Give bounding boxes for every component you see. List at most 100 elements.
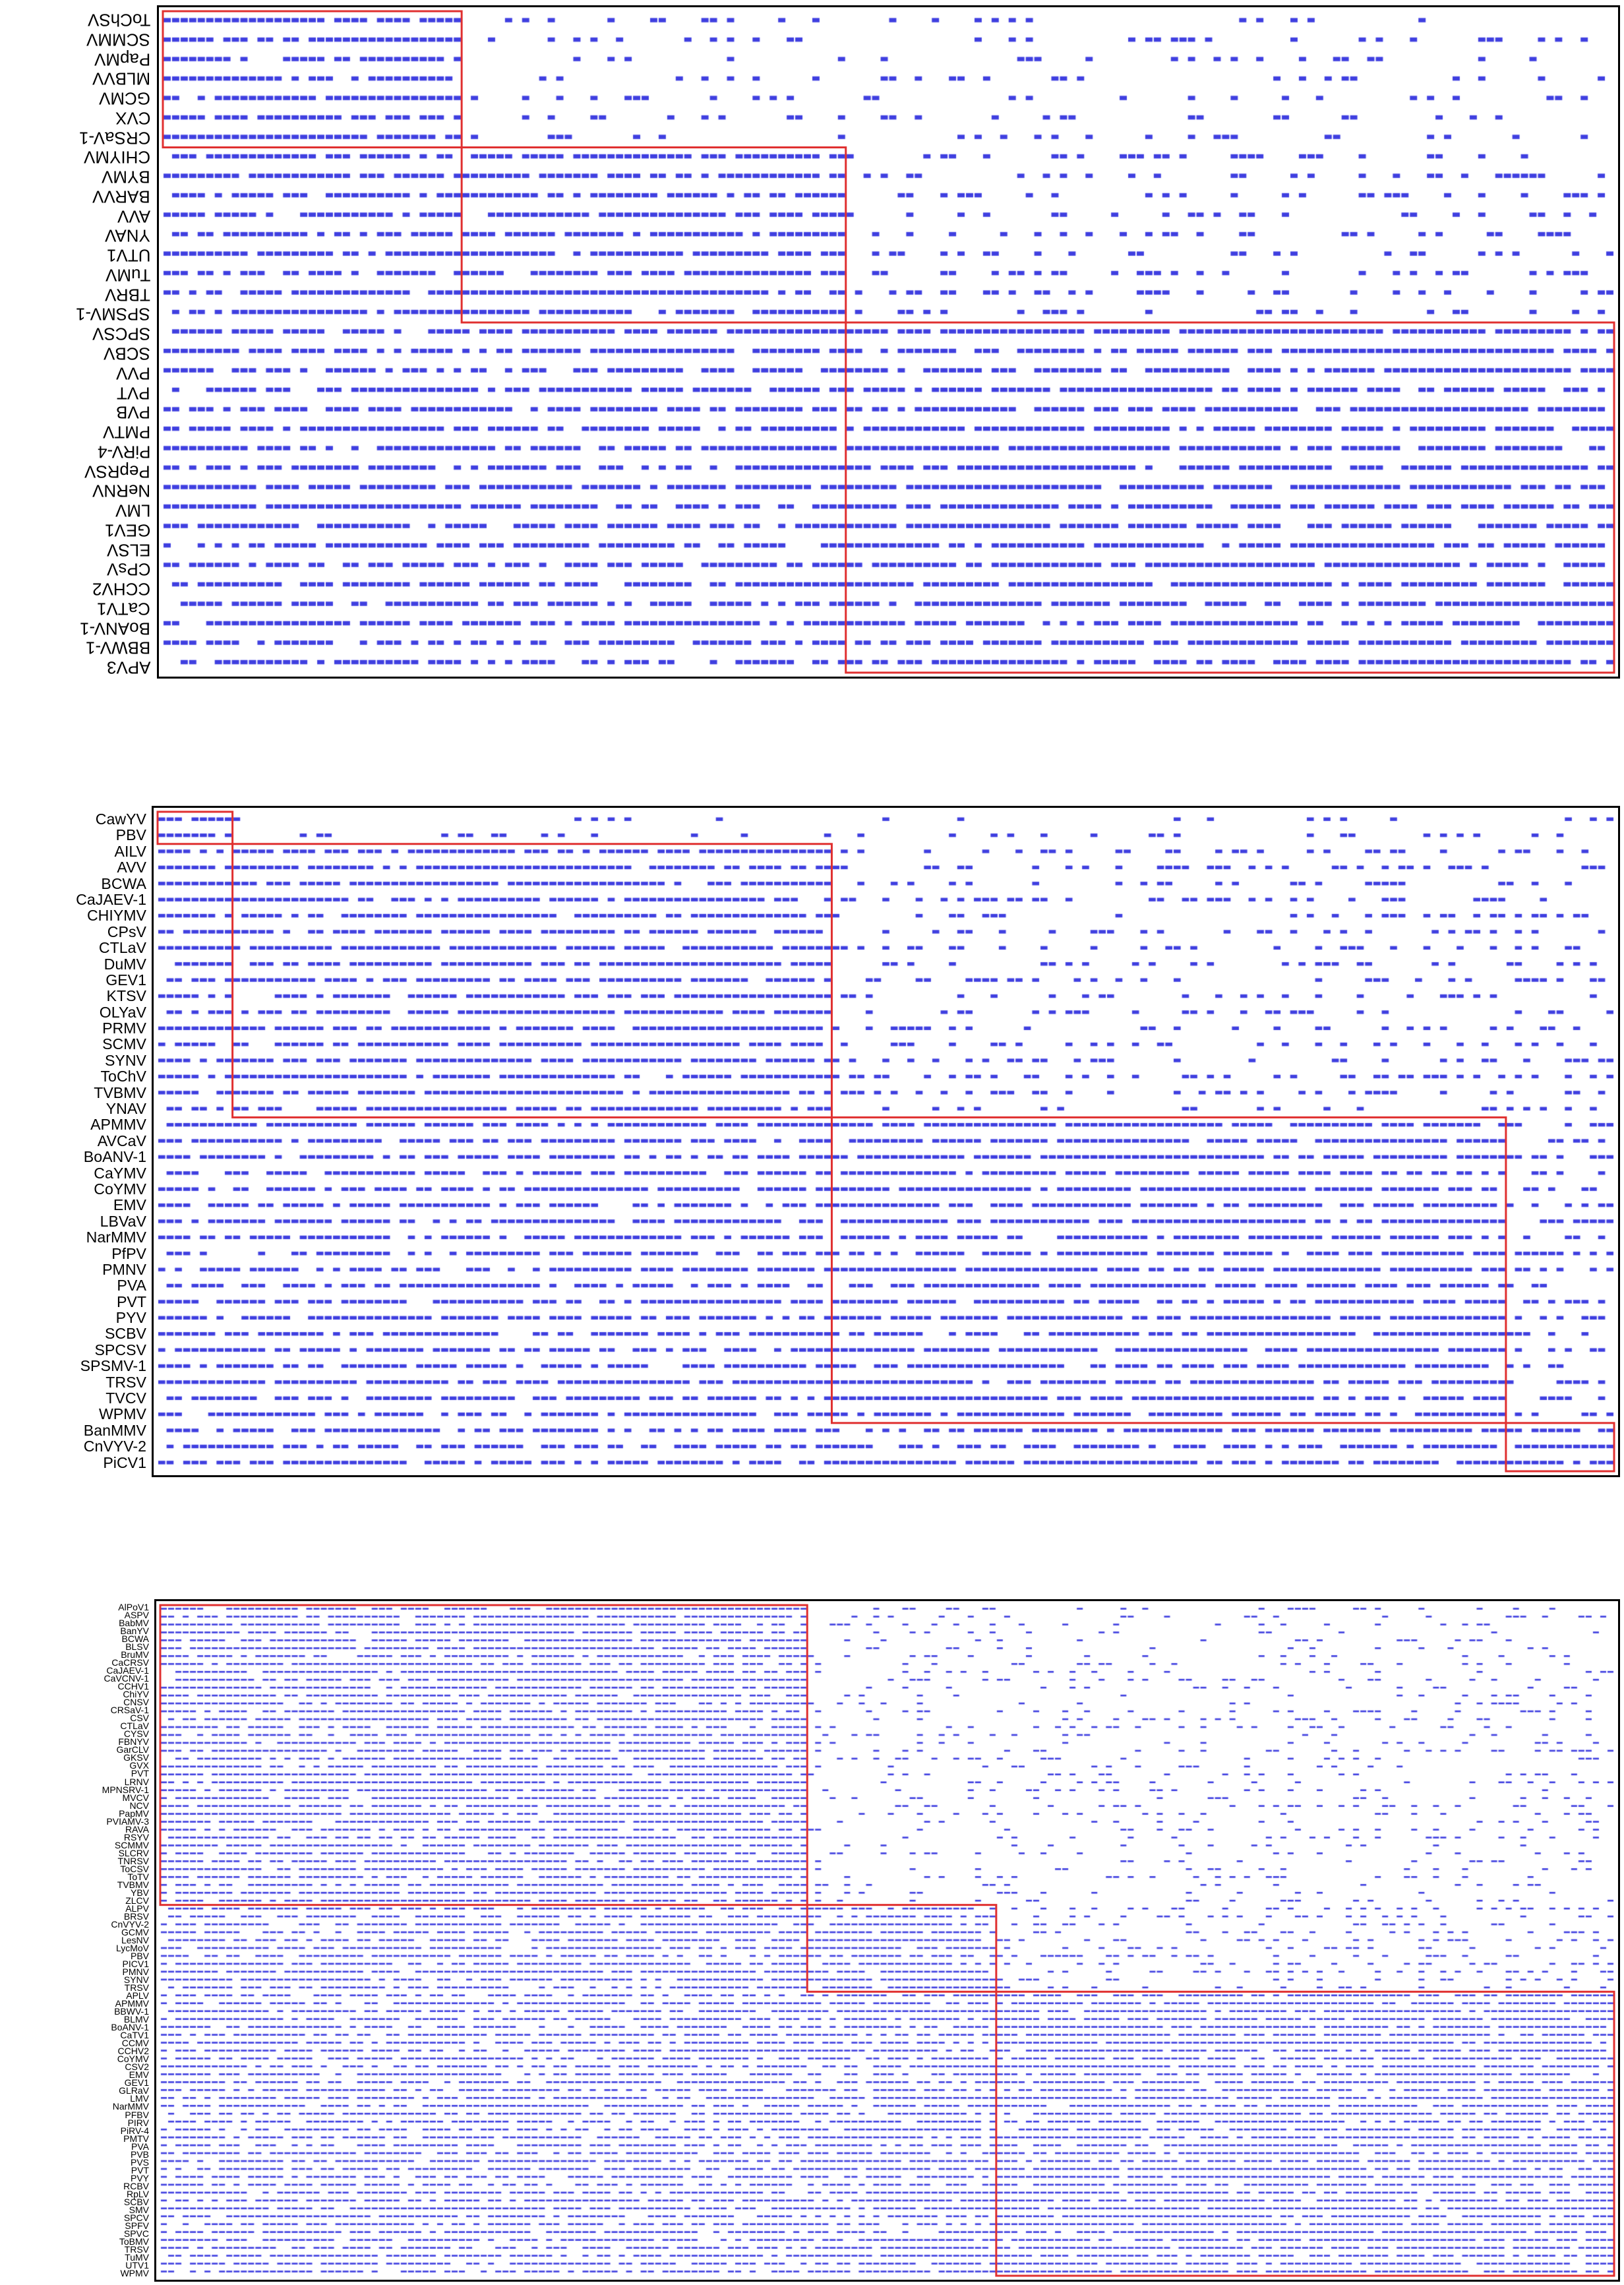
row-label: CSV: [130, 1713, 149, 1724]
row-label: SPCSV: [92, 324, 150, 344]
row-label: BRSV: [123, 1910, 149, 1922]
row-label: ALPV: [125, 1903, 149, 1914]
row-label: DuMV: [104, 955, 146, 973]
row-label: SPCV: [123, 2212, 149, 2223]
row-label: ToCSV: [120, 1863, 149, 1874]
row-label: PVY: [130, 2172, 149, 2183]
row-label: AVV: [117, 206, 150, 227]
row-label: ZLCV: [125, 1895, 149, 1906]
panel-top-heatmap: [159, 7, 1618, 677]
panel-middle-labels: CawYV PBV AILV AVV BCWA CaJAEV-1 CHIYMV CPsV CTL…: [0, 811, 146, 1471]
row-label: CaTV1: [120, 2030, 149, 2041]
row-label: LMV: [115, 501, 150, 521]
row-label: SCMV: [102, 1035, 146, 1053]
row-label: PMTV: [102, 422, 150, 442]
row-label: BoANV-1: [111, 2022, 149, 2033]
row-label: SYNV: [123, 1974, 149, 1986]
row-label: CnVYV-2: [83, 1438, 146, 1455]
row-label: PiRV-4: [120, 2125, 149, 2136]
row-label: LMV: [130, 2093, 149, 2104]
row-label: APMMV: [90, 1116, 146, 1134]
row-label: ToChSV: [87, 10, 150, 30]
row-label: GVX: [129, 1760, 149, 1771]
row-label: TVBMV: [94, 1083, 146, 1101]
row-label: NarMMV: [86, 1229, 146, 1246]
row-label: PBV: [130, 1951, 149, 1962]
row-label: APMMV: [115, 1998, 149, 2009]
row-label: PBV: [115, 826, 146, 844]
row-label: SCBV: [123, 2196, 149, 2207]
row-label: SPVC: [123, 2228, 149, 2239]
panel-bottom-labels: AlPoV1 ASPV BabMV BanYV BCWA BLSV BruMV CaCRSV C…: [0, 1602, 149, 2278]
row-label: BruMV: [121, 1649, 149, 1660]
row-label: ASPV: [124, 1610, 149, 1621]
row-label: SCBV: [104, 1325, 146, 1343]
row-label: GEV1: [105, 971, 146, 989]
row-label: TRSV: [105, 1373, 146, 1391]
row-label: PVB: [115, 402, 150, 423]
row-label: AVV: [117, 859, 146, 876]
row-label: TVBMV: [117, 1879, 149, 1890]
row-label: LBVaV: [100, 1212, 146, 1230]
row-label: PRMV: [102, 1020, 146, 1037]
row-label: PVB: [130, 2148, 149, 2160]
row-label: MVCV: [122, 1792, 149, 1803]
row-label: PVT: [131, 2164, 149, 2176]
row-label: AlPoV1: [118, 1602, 149, 1612]
row-label: BBWV-1: [114, 2006, 149, 2017]
row-label: SYNV: [104, 1051, 146, 1069]
row-label: PapMV: [94, 49, 150, 70]
row-label: CHIYMV: [86, 907, 146, 925]
row-label: ToBMV: [119, 2236, 149, 2247]
row-label: BCWA: [101, 874, 146, 892]
row-label: GEV1: [124, 2077, 149, 2088]
row-label: CoYMV: [117, 2054, 149, 2065]
row-label: GCMV: [121, 1926, 149, 1937]
row-label: TVCV: [105, 1389, 146, 1407]
row-label: WPMV: [98, 1405, 146, 1423]
row-label: CCMV: [121, 2038, 149, 2049]
row-label: GEV1: [104, 520, 150, 541]
row-label: ELSV: [106, 540, 151, 561]
row-label: GLRaV: [119, 2085, 149, 2096]
row-label: FBNYV: [118, 1736, 149, 1748]
row-label: AVCaV: [97, 1132, 146, 1149]
row-label: PVT: [116, 1293, 146, 1310]
row-label: PVV: [115, 363, 150, 384]
row-label: WPMV: [120, 2267, 149, 2278]
row-label: LycMoV: [115, 1943, 149, 1953]
row-label: PepRSV: [84, 462, 150, 482]
row-label: OLYaV: [99, 1003, 146, 1021]
row-label: BLSV: [125, 1641, 149, 1653]
row-label: CnVYV-2: [111, 1918, 149, 1930]
row-label: TuMV: [125, 2251, 149, 2263]
row-label: PMTV: [123, 2133, 149, 2144]
row-label: SPCSV: [94, 1341, 146, 1358]
row-label: PfPV: [111, 1244, 146, 1262]
panel-bottom-heatmap: [156, 1601, 1618, 2280]
row-label: CRSaV-1: [78, 128, 150, 148]
row-label: CaVCNV-1: [104, 1673, 149, 1684]
row-label: BLMV: [123, 2014, 149, 2025]
row-label: MLBVV: [92, 69, 150, 89]
row-label: SPFV: [125, 2220, 149, 2231]
row-label: CCHV2: [92, 579, 150, 599]
row-label: SPSMV-1: [80, 1357, 146, 1375]
row-label: SMV: [129, 2204, 149, 2215]
row-label: RCBV: [123, 2180, 149, 2191]
row-label: TRSV: [124, 2243, 149, 2255]
row-label: ToChV: [100, 1068, 146, 1085]
row-label: CSV2: [125, 2061, 149, 2073]
row-label: RSYV: [123, 1831, 149, 1843]
panel-bottom-matrix: [154, 1599, 1620, 2282]
row-label: BBWV-1: [85, 638, 150, 658]
row-label: RpLV: [127, 2188, 149, 2199]
panel-middle-matrix: [152, 806, 1620, 1477]
row-label: EMV: [129, 2069, 149, 2081]
row-label: CoYMV: [94, 1180, 146, 1198]
row-label: CTLaV: [120, 1721, 149, 1732]
row-label: BCWA: [121, 1633, 149, 1645]
row-label: TBRV: [105, 285, 150, 305]
row-label: PIRV: [127, 2117, 149, 2128]
row-label: ToTV: [127, 1871, 149, 1882]
